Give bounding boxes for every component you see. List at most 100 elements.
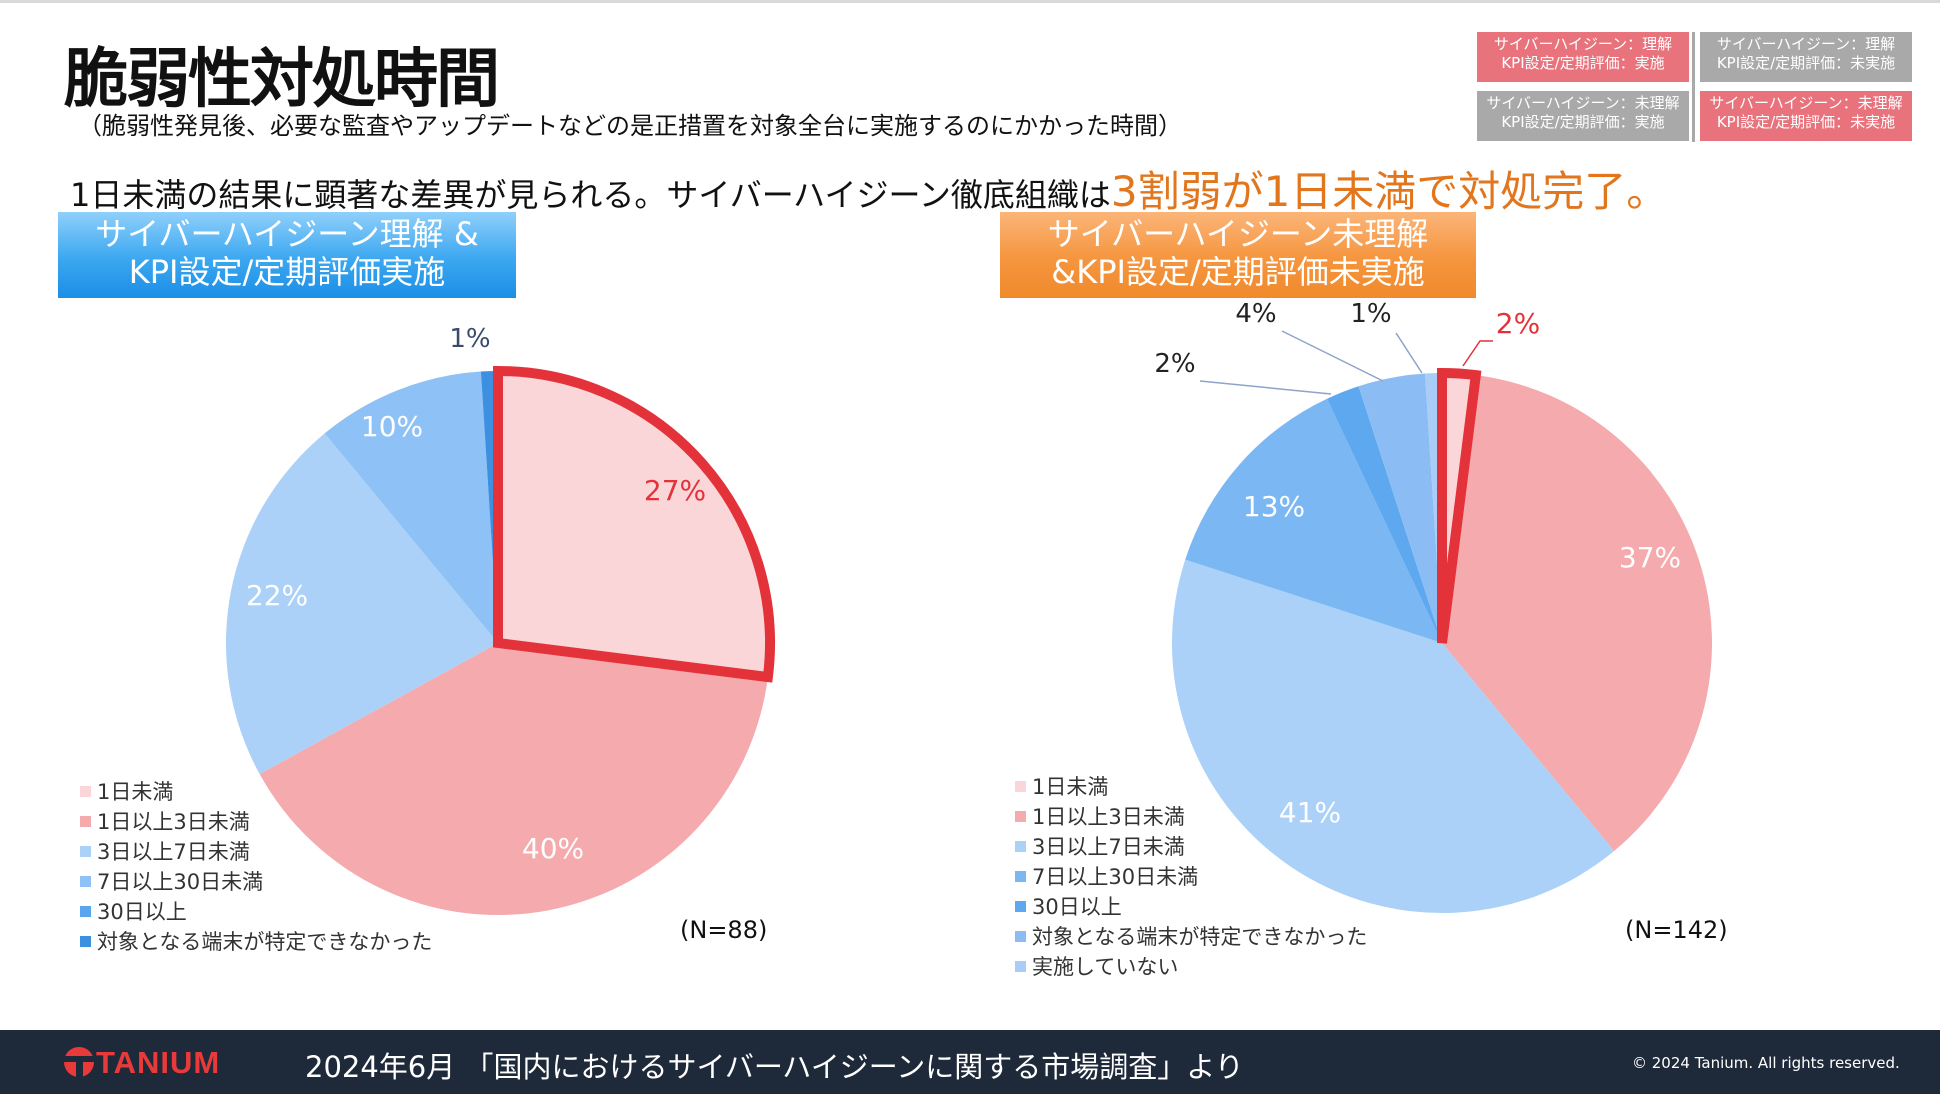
chart1-data-label-3: 22% (246, 579, 308, 612)
chart2-n-label: (N=142) (1625, 916, 1728, 944)
pie-charts-canvas: 27% 40% 22% 10% 1% 2% 37% 41% 13% 2% 4% 1% (225, 299, 1712, 916)
source-citation: 2024年6月 「国内におけるサイバーハイジーンに関する市場調査」より (305, 1050, 1244, 1084)
chart1-slice-4 (324, 371, 498, 643)
footer-bar: TANIUM 2024年6月 「国内におけるサイバーハイジーンに関する市場調査」… (0, 1030, 1940, 1094)
legend-label: 実施していない (1032, 955, 1179, 979)
chart2-highlight-outline (1437, 367, 1482, 644)
tag-line1: サイバーハイジーン：未理解 (1709, 94, 1903, 112)
legend-swatch (1015, 840, 1026, 852)
chart1-legend-item: 対象となる端末が特定できなかった (80, 926, 432, 956)
legend-label: 3日以上7日未満 (1032, 835, 1185, 859)
chart1-data-label-2: 40% (522, 832, 584, 865)
tag-line1: サイバーハイジーン：理解 (1493, 35, 1673, 53)
legend-label: 30日以上 (97, 900, 187, 924)
chart1-legend-item: 1日以上3日未満 (80, 806, 432, 836)
chart1-legend-item: 1日未満 (80, 776, 432, 806)
chart2-legend-item: 1日以上3日未満 (1015, 801, 1367, 831)
chart2-data-label-7: 1% (1350, 299, 1391, 329)
chart2-legend-item: 3日以上7日未満 (1015, 831, 1367, 861)
chart1-n-label: (N=88) (680, 916, 768, 944)
tag-line2: KPI設定/定期評価：未実施 (1716, 113, 1896, 131)
tanium-logo-text: TANIUM (96, 1045, 221, 1080)
legend-label: 1日以上3日未満 (1032, 805, 1185, 829)
headline-highlight: 3割弱が1日未満で対処完了。 (1110, 167, 1669, 216)
chart1-legend-item: 7日以上30日未満 (80, 866, 432, 896)
legend-label: 対象となる端末が特定できなかった (1032, 925, 1368, 949)
copyright: © 2024 Tanium. All rights reserved. (1632, 1054, 1900, 1072)
tag-understand-kpi-not-done: サイバーハイジーン：理解 KPI設定/定期評価：未実施 (1700, 32, 1912, 82)
tag-not-understand-kpi-done: サイバーハイジーン：未理解 KPI設定/定期評価：実施 (1477, 91, 1689, 141)
legend-swatch (80, 875, 91, 887)
page-subtitle: （脆弱性発見後、必要な監査やアップデートなどの是正措置を対象全台に実施するのにか… (78, 112, 1182, 140)
legend-label: 1日未満 (1032, 775, 1109, 799)
tag-not-understand-kpi-not-done: サイバーハイジーン：未理解 KPI設定/定期評価：未実施 (1700, 91, 1912, 141)
tanium-logo: TANIUM (64, 1045, 220, 1081)
chart2-slice-5 (1327, 386, 1442, 643)
chart2-leader-1 (1462, 340, 1493, 367)
legend-swatch (1015, 960, 1026, 972)
chart2-data-label-1: 2% (1496, 307, 1540, 340)
chart1-legend-item: 3日以上7日未満 (80, 836, 432, 866)
chart2-legend-item: 実施していない (1015, 951, 1367, 981)
chart2-slice-3 (1171, 559, 1615, 914)
chart1-title-line1: サイバーハイジーン理解 & (95, 215, 479, 253)
tag-line1: サイバーハイジーン：未理解 (1486, 94, 1680, 112)
chart2-title-line2: &KPI設定/定期評価未実施 (1051, 253, 1425, 291)
chart1-slice-2 (259, 643, 768, 916)
chart2-data-label-5: 2% (1154, 349, 1195, 379)
chart2-data-label-2: 37% (1619, 541, 1681, 574)
chart1-data-label-4: 10% (361, 410, 423, 443)
legend-label: 1日以上3日未満 (97, 810, 250, 834)
tanium-logo-icon (64, 1047, 94, 1077)
tag-line2: KPI設定/定期評価：未実施 (1716, 54, 1896, 72)
top-divider (0, 0, 1940, 3)
legend-swatch (1015, 930, 1026, 942)
chart1-legend: 1日未満 1日以上3日未満 3日以上7日未満 7日以上30日未満 30日以上対象となる端… (80, 776, 432, 956)
legend-swatch (80, 785, 91, 797)
chart2-legend-item: 対象となる端末が特定できなかった (1015, 921, 1367, 951)
chart2-leader-5 (1199, 380, 1332, 395)
chart2-legend-item: 30日以上 (1015, 891, 1367, 921)
chart2-data-label-4: 13% (1243, 490, 1305, 523)
legend-swatch (80, 935, 91, 947)
chart2-title-line1: サイバーハイジーン未理解 (1047, 215, 1429, 253)
chart2-legend: 1日未満 1日以上3日未満 3日以上7日未満 7日以上30日未満 30日以上対象となる端… (1015, 771, 1367, 981)
chart1-slice-1 (498, 371, 771, 678)
tag-line1: サイバーハイジーン：理解 (1716, 35, 1896, 53)
legend-label: 3日以上7日未満 (97, 840, 250, 864)
legend-swatch (80, 905, 91, 917)
chart2-data-label-3: 41% (1279, 796, 1341, 829)
chart1-slice-3 (225, 433, 498, 775)
tag-divider (1692, 32, 1695, 142)
legend-swatch (1015, 810, 1026, 822)
legend-label: 30日以上 (1032, 895, 1122, 919)
legend-swatch (1015, 870, 1026, 882)
chart2-data-label-6: 4% (1235, 299, 1276, 329)
chart1-data-label-6: 1% (449, 324, 490, 354)
headline-main: 1日未満の結果に顕著な差異が見られる。サイバーハイジーン徹底組織は (70, 176, 1111, 214)
chart1-data-label-1: 27% (644, 474, 706, 507)
legend-label: 対象となる端末が特定できなかった (97, 930, 433, 954)
chart2-slice-2 (1442, 375, 1712, 852)
legend-swatch (80, 845, 91, 857)
legend-label: 7日以上30日未満 (97, 870, 264, 894)
tag-line2: KPI設定/定期評価：実施 (1501, 54, 1665, 72)
chart2-title-banner: サイバーハイジーン未理解 &KPI設定/定期評価未実施 (1000, 212, 1476, 298)
legend-swatch (1015, 780, 1026, 792)
legend-swatch (80, 815, 91, 827)
chart2-leader-7 (1395, 332, 1423, 374)
chart1-legend-item: 30日以上 (80, 896, 432, 926)
headline: 1日未満の結果に顕著な差異が見られる。サイバーハイジーン徹底組織は3割弱が1日未… (70, 158, 1668, 219)
chart1-title-line2: KPI設定/定期評価実施 (128, 253, 446, 291)
chart1-highlight-outline (493, 365, 775, 683)
chart2-slice-4 (1185, 398, 1442, 643)
tag-line2: KPI設定/定期評価：実施 (1501, 113, 1665, 131)
chart2-legend-item: 1日未満 (1015, 771, 1367, 801)
chart1-title-banner: サイバーハイジーン理解 & KPI設定/定期評価実施 (58, 212, 516, 298)
chart2-slice-6 (1358, 373, 1442, 643)
legend-label: 7日以上30日未満 (1032, 865, 1199, 889)
legend-label: 1日未満 (97, 780, 174, 804)
tag-understand-kpi-done: サイバーハイジーン：理解 KPI設定/定期評価：実施 (1477, 32, 1689, 82)
page-title: 脆弱性対処時間 (64, 43, 500, 117)
chart2-leader-6 (1281, 330, 1384, 382)
